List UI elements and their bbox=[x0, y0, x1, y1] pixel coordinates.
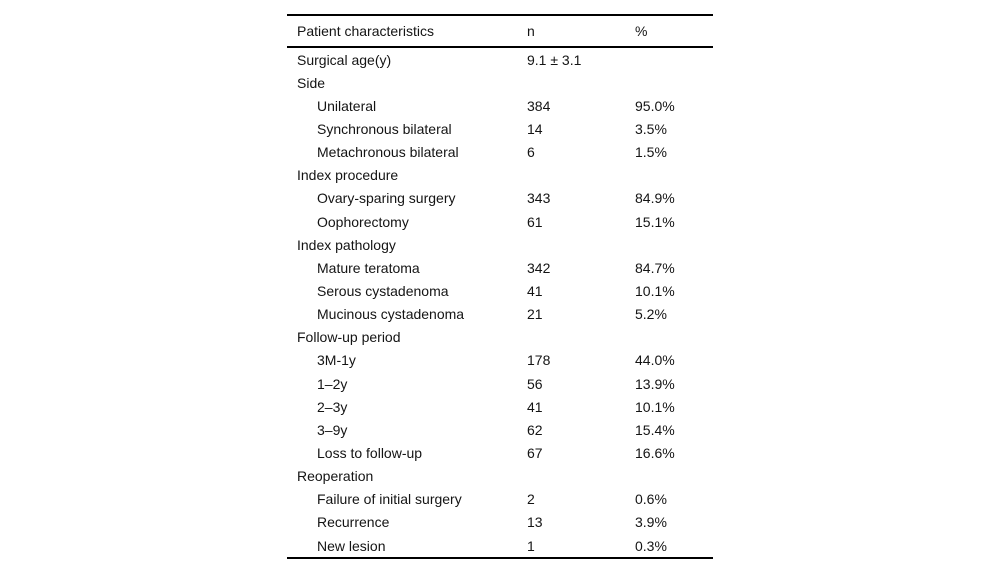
row-label: Recurrence bbox=[317, 514, 390, 531]
row-label: Unilateral bbox=[317, 97, 377, 114]
row-label: 1–2y bbox=[317, 375, 348, 392]
row-label: Mucinous cystadenoma bbox=[317, 306, 465, 323]
row-percent-value: 1.5% bbox=[635, 144, 667, 161]
row-label: Mature teratoma bbox=[317, 259, 420, 276]
table-row: Loss to follow-up 67 16.6% bbox=[287, 441, 713, 464]
table-section-row: Surgical age(y) 9.1 ± 3.1 bbox=[287, 48, 713, 71]
table-section-row: Index procedure bbox=[287, 164, 713, 187]
row-n-value: 13 bbox=[527, 514, 543, 531]
row-percent-value: 16.6% bbox=[635, 444, 675, 461]
row-label: Loss to follow-up bbox=[317, 444, 423, 461]
patient-characteristics-table: Patient characteristics n % Surgical age… bbox=[287, 14, 713, 559]
row-label: Index pathology bbox=[297, 236, 396, 253]
row-label: 2–3y bbox=[317, 398, 348, 415]
row-percent-value: 0.3% bbox=[635, 537, 667, 554]
table-section-row: Follow-up period bbox=[287, 326, 713, 349]
table-body: Surgical age(y) 9.1 ± 3.1 Side Unilateral 38… bbox=[287, 48, 713, 557]
row-n-value: 21 bbox=[527, 306, 543, 323]
table-row: 2–3y 41 10.1% bbox=[287, 395, 713, 418]
row-percent-value: 5.2% bbox=[635, 306, 667, 323]
row-label: 3–9y bbox=[317, 421, 348, 438]
row-percent-value: 44.0% bbox=[635, 352, 675, 369]
row-percent-value: 10.1% bbox=[635, 398, 675, 415]
row-n-value: 62 bbox=[527, 421, 543, 438]
table-row: Metachronous bilateral 6 1.5% bbox=[287, 141, 713, 164]
table-row: Recurrence 13 3.9% bbox=[287, 511, 713, 534]
row-percent-value: 95.0% bbox=[635, 97, 675, 114]
row-label: Side bbox=[297, 74, 326, 91]
row-label: Oophorectomy bbox=[317, 213, 409, 230]
row-label: Metachronous bilateral bbox=[317, 144, 459, 161]
row-n-value: 9.1 ± 3.1 bbox=[527, 51, 582, 68]
row-n-value: 343 bbox=[527, 190, 551, 207]
row-n-value: 384 bbox=[527, 97, 551, 114]
table-bottom-rule bbox=[287, 557, 713, 559]
row-n-value: 342 bbox=[527, 259, 551, 276]
row-percent-value: 13.9% bbox=[635, 375, 675, 392]
table-row: 3–9y 62 15.4% bbox=[287, 418, 713, 441]
table-header-row: Patient characteristics n % bbox=[287, 16, 713, 47]
row-label: Follow-up period bbox=[297, 329, 401, 346]
row-n-value: 178 bbox=[527, 352, 551, 369]
row-percent-value: 15.4% bbox=[635, 421, 675, 438]
row-label: Index procedure bbox=[297, 167, 399, 184]
row-label: Reoperation bbox=[297, 468, 374, 485]
row-n-value: 41 bbox=[527, 282, 543, 299]
table-row: Failure of initial surgery 2 0.6% bbox=[287, 488, 713, 511]
row-n-value: 41 bbox=[527, 398, 543, 415]
row-label: Synchronous bilateral bbox=[317, 120, 452, 137]
table-header-rule bbox=[287, 46, 713, 48]
table-section-row: Reoperation bbox=[287, 465, 713, 488]
table-row: Mucinous cystadenoma 21 5.2% bbox=[287, 303, 713, 326]
row-n-value: 1 bbox=[527, 537, 535, 554]
table-row: Ovary-sparing surgery 343 84.9% bbox=[287, 187, 713, 210]
row-percent-value: 10.1% bbox=[635, 282, 675, 299]
row-percent-value: 84.9% bbox=[635, 190, 675, 207]
row-label: 3M-1y bbox=[317, 352, 356, 369]
column-header-patient-characteristics: Patient characteristics bbox=[297, 22, 434, 39]
table-row: Oophorectomy 61 15.1% bbox=[287, 210, 713, 233]
row-percent-value: 3.9% bbox=[635, 514, 667, 531]
row-n-value: 2 bbox=[527, 491, 535, 508]
row-label: New lesion bbox=[317, 537, 386, 554]
column-header-n: n bbox=[527, 22, 535, 39]
table-row: Mature teratoma 342 84.7% bbox=[287, 256, 713, 279]
row-percent-value: 3.5% bbox=[635, 120, 667, 137]
row-n-value: 67 bbox=[527, 444, 543, 461]
row-n-value: 14 bbox=[527, 120, 543, 137]
row-n-value: 6 bbox=[527, 144, 535, 161]
row-percent-value: 0.6% bbox=[635, 491, 667, 508]
row-label: Ovary-sparing surgery bbox=[317, 190, 456, 207]
table-row: Unilateral 384 95.0% bbox=[287, 94, 713, 117]
table-row: Serous cystadenoma 41 10.1% bbox=[287, 279, 713, 302]
row-label: Failure of initial surgery bbox=[317, 491, 462, 508]
table-top-rule bbox=[287, 14, 713, 16]
row-percent-value: 15.1% bbox=[635, 213, 675, 230]
row-label: Serous cystadenoma bbox=[317, 282, 449, 299]
row-label: Surgical age(y) bbox=[297, 51, 392, 68]
table-section-row: Side bbox=[287, 71, 713, 94]
row-percent-value: 84.7% bbox=[635, 259, 675, 276]
column-header-percent: % bbox=[635, 22, 648, 39]
table-row: 3M-1y 178 44.0% bbox=[287, 349, 713, 372]
table-row: Synchronous bilateral 14 3.5% bbox=[287, 117, 713, 140]
table-row: New lesion 1 0.3% bbox=[287, 534, 713, 557]
table-row: 1–2y 56 13.9% bbox=[287, 372, 713, 395]
row-n-value: 61 bbox=[527, 213, 543, 230]
table-section-row: Index pathology bbox=[287, 233, 713, 256]
row-n-value: 56 bbox=[527, 375, 543, 392]
